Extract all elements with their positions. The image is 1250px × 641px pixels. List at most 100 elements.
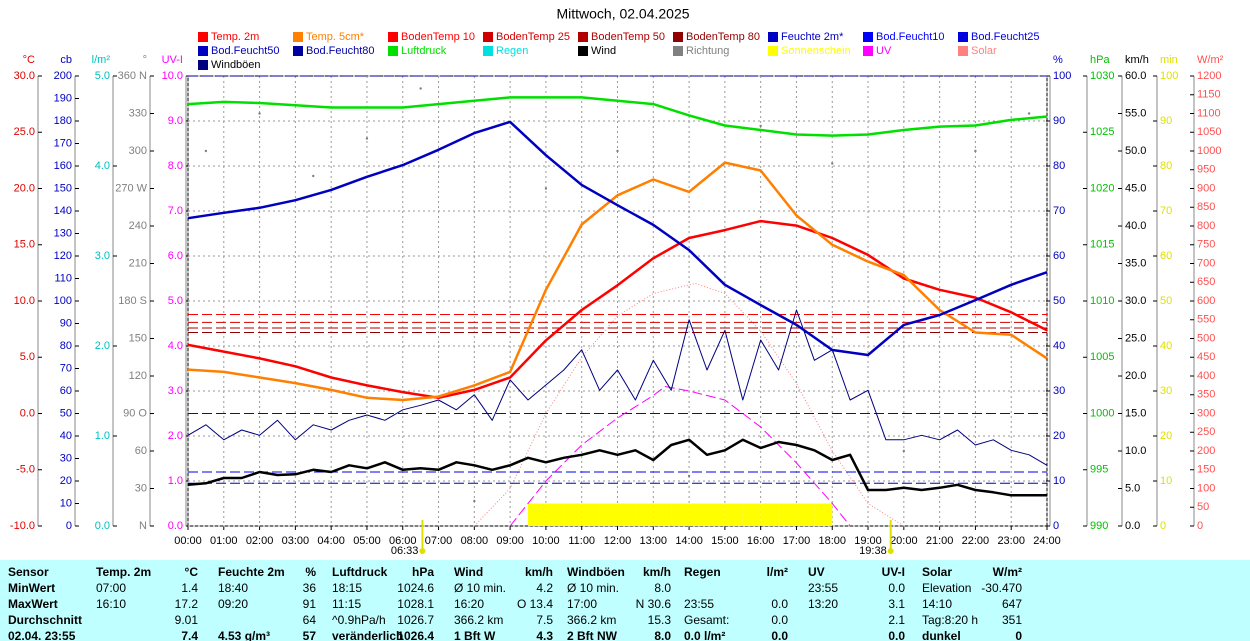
legend-swatch [198,32,208,42]
bar [528,503,546,526]
y-tick-label: -10.0 [10,520,35,532]
y-tick-label: 850 [1197,201,1215,213]
point [204,149,208,153]
y-tick-label: 1000 [1090,407,1114,419]
x-tick-label: 22:00 [962,535,990,547]
y-tick-label: 3.0 [168,385,183,397]
y-tick-label: 2.0 [168,430,183,442]
y-tick-label: 15.0 [14,239,35,251]
table-cell: 1.4 [181,581,198,595]
x-tick-label: 24:00 [1033,535,1061,547]
table-cell: Solar [922,565,952,579]
x-tick-label: 23:00 [997,535,1025,547]
y-tick-label: 180 S [118,295,147,307]
y-tick-label: 300 [129,145,147,157]
y-tick-label: 1050 [1197,126,1221,138]
legend-swatch [958,32,968,42]
series-line [187,438,1047,497]
bar [742,503,761,526]
y-tick-label: 40 [60,430,72,442]
table-cell: dunkel [922,629,961,641]
legend-label: Bod.Feucht50 [211,45,280,57]
y-tick-label: 200 [1197,445,1215,457]
y-tick-label: 240 [129,220,147,232]
y-tick-label: 800 [1197,220,1215,232]
point [312,174,315,178]
y-tick-label: 40 [1053,340,1065,352]
y-tick-label: 990 [1090,520,1108,532]
table-cell: 0.0 [771,629,788,641]
bar [724,503,743,526]
y-tick-label: 20 [1160,430,1172,442]
legend-swatch [388,46,398,56]
y-tick-label: 1.0 [168,475,183,487]
y-tick-label: 60 [1053,250,1065,262]
y-tick-label: 20 [60,475,72,487]
table-cell: 02.04. 23:55 [8,629,76,641]
y-tick-label: 20 [1053,430,1065,442]
legend-label: Temp. 2m [211,31,259,43]
series-line [509,386,851,527]
table-cell: Windböen [567,565,625,579]
y-tick-label: 30.0 [14,70,35,82]
legend-swatch [483,46,493,56]
stats-table: Sensor Temp. 2m °C Feuchte 2m% Luftdruck hPa W… [8,565,1022,641]
legend-label: Wind [591,45,616,57]
y-tick-label: 0 [1160,520,1166,532]
y-tick-label: 300 [1197,407,1215,419]
table-cell: Elevation [922,581,971,595]
legend-swatch [198,60,208,70]
table-cell: hPa [412,565,434,579]
table-cell: 57 [303,629,317,641]
bar [706,503,725,526]
y-tick-label: 140 [54,205,72,217]
table-cell: 366.2 km [567,613,616,627]
y-tick-label: N [139,520,147,532]
table-cell: 0.0 l/m² [684,629,725,641]
table-cell: Gesamt: [684,613,729,627]
x-tick-label: 08:00 [461,535,489,547]
y-tick-label: 10.0 [1125,445,1146,457]
table-cell: km/h [525,565,553,579]
axis-title: km/h [1125,54,1149,66]
x-tick-label: 03:00 [282,535,310,547]
table-cell: 0 [1015,629,1022,641]
table-cell: UV-I [882,565,905,579]
y-tick-label: 5.0 [95,70,110,82]
point [1027,112,1031,115]
y-tick-label: 750 [1197,239,1215,251]
y-tick-label: 10 [1053,475,1065,487]
y-tick-label: 60 [60,385,72,397]
x-tick-label: 20:00 [890,535,918,547]
y-tick-label: 100 [1160,70,1178,82]
y-tick-label: 80 [60,340,72,352]
axis-title: cb [60,54,72,66]
legend-swatch [673,46,683,56]
bar [581,503,600,526]
table-cell: 647 [1002,597,1022,611]
marks [187,75,1048,527]
y-tick-label: -5.0 [16,464,35,476]
table-cell: 2.1 [888,613,905,627]
table-cell: 4.3 [536,629,553,641]
legend-label: UV [876,45,892,57]
table-cell: 8.0 [654,581,671,595]
y-tick-label: 1200 [1197,70,1221,82]
y-tick-label: 1.0 [95,430,110,442]
y-tick-label: 30 [1160,385,1172,397]
table-cell: Sensor [8,565,49,579]
y-tick-label: 40.0 [1125,220,1146,232]
point [831,162,834,165]
table-cell: 1026.4 [397,629,434,641]
y-tick-label: 50 [1053,295,1065,307]
y-tick-label: 50.0 [1125,145,1146,157]
y-tick-label: 60 [1160,250,1172,262]
point [473,499,476,503]
table-cell: km/h [643,565,671,579]
y-tick-label: 55.0 [1125,107,1146,119]
x-tick-label: 00:00 [174,535,202,547]
legend-label: BodenTemp 50 [591,31,665,43]
table-cell: -30.470 [981,581,1022,595]
table-cell: 0.0 [771,597,788,611]
legend-label: Luftdruck [401,45,447,57]
